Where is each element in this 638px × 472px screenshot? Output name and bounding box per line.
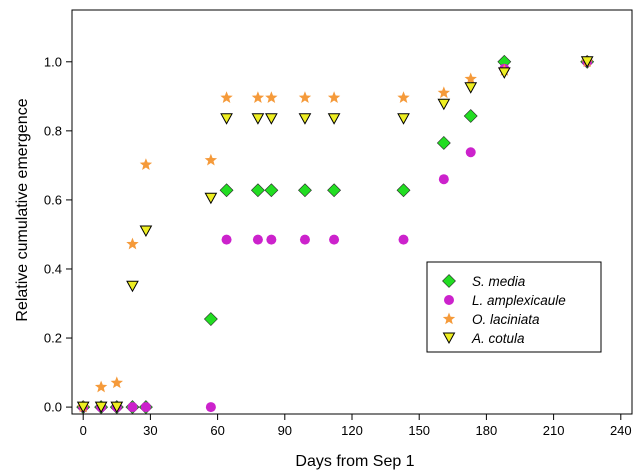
data-point-l-amplexicaule [205,402,216,413]
data-point-a-cotula [139,225,153,238]
legend: S. media L. amplexicaule O. laciniata A. co… [426,261,602,353]
data-point-a-cotula [327,113,341,125]
data-point-s-media [298,183,312,198]
y-tick-label: 1.0 [44,54,62,69]
data-point-a-cotula [220,113,233,125]
y-tick-label: 0.8 [44,123,62,138]
y-axis-title: Relative cumulative emergence [14,98,31,321]
data-point-a-cotula [437,98,451,111]
x-tick-label: 90 [278,423,292,438]
data-point-o-laciniata [126,237,139,250]
data-point-o-laciniata [327,91,341,103]
x-tick-label: 210 [543,423,565,438]
x-tick-label: 60 [210,423,224,438]
data-point-a-cotula [464,82,478,94]
data-point-o-laciniata [265,91,278,103]
data-point-l-amplexicaule [140,402,151,413]
data-point-s-media [396,183,411,198]
legend-marker [444,295,454,305]
data-point-a-cotula [580,56,594,68]
legend-label: O. laciniata [472,312,540,327]
legend-marker [442,312,456,325]
data-point-a-cotula [298,113,312,125]
y-tick-label: 0.0 [44,400,62,415]
legend-label: L. amplexicaule [472,293,566,308]
data-point-o-laciniata [464,72,477,85]
legend-marker [442,274,456,288]
data-point-a-cotula [76,401,90,414]
data-point-o-laciniata [251,91,265,103]
data-point-a-cotula [265,113,278,125]
data-point-s-media [264,183,279,198]
data-point-l-amplexicaule [329,234,340,245]
data-point-o-laciniata [437,86,451,99]
legend-box [426,261,602,353]
x-tick-label: 120 [341,423,363,438]
legend-label: A. cotula [471,331,525,346]
x-axis-title: Days from Sep 1 [295,453,414,470]
data-point-l-amplexicaule [299,234,310,245]
data-point-a-cotula [204,192,218,205]
data-point-l-amplexicaule [127,402,138,413]
data-point-l-amplexicaule [438,174,449,185]
data-point-l-amplexicaule [465,147,476,158]
data-point-l-amplexicaule [252,234,263,245]
data-point-a-cotula [94,401,108,414]
data-point-a-cotula [126,280,139,293]
x-tick-label: 0 [80,423,87,438]
data-point-s-media [203,312,218,326]
x-tick-label: 240 [610,423,632,438]
data-point-l-amplexicaule [266,234,277,245]
data-point-a-cotula [110,401,124,414]
y-tick-label: 0.6 [44,192,62,207]
data-point-a-cotula [251,113,265,125]
y-tick-label: 0.4 [44,261,62,276]
data-point-s-media [327,183,342,198]
x-tick-label: 30 [143,423,157,438]
x-tick-label: 180 [476,423,498,438]
data-point-a-cotula [397,113,410,125]
data-point-o-laciniata [298,91,312,103]
data-point-l-amplexicaule [398,234,409,245]
legend-marker [442,332,456,345]
data-point-s-media [250,183,265,198]
data-point-o-laciniata [110,376,123,389]
y-tick-label: 0.2 [44,331,62,346]
data-point-s-media [463,109,478,123]
data-point-o-laciniata [397,91,410,103]
series-4 [76,56,594,414]
data-point-s-media [436,136,451,150]
data-point-a-cotula [497,67,511,79]
data-point-s-media [219,183,234,198]
data-point-o-laciniata [204,153,218,166]
legend-label: S. media [472,274,526,289]
data-point-o-laciniata [94,380,108,393]
data-point-l-amplexicaule [221,234,232,245]
data-point-o-laciniata [220,91,233,103]
x-tick-label: 150 [408,423,430,438]
data-point-o-laciniata [139,158,153,170]
